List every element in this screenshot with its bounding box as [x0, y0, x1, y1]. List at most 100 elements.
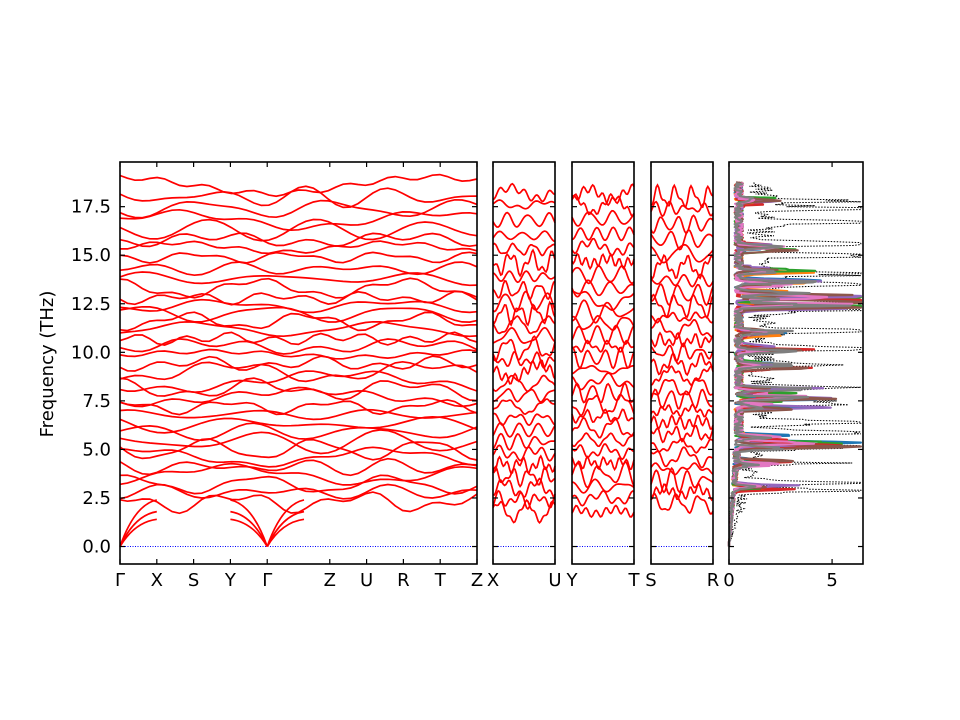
band-line: [119, 457, 478, 477]
x-tick-label: T: [628, 570, 641, 591]
band-line: [650, 331, 714, 349]
band-line: [492, 290, 556, 313]
band-line: [571, 443, 635, 461]
band-line: [571, 183, 635, 207]
band-line: [571, 192, 635, 217]
band-line: [650, 482, 714, 502]
band-line: [650, 183, 714, 209]
acoustic-branch: [266, 510, 305, 547]
y-tick-label: 12.5: [71, 294, 111, 315]
band-line: [119, 399, 478, 416]
panel-frame: [492, 161, 556, 565]
band-line: [650, 424, 714, 444]
band-line: [650, 273, 714, 288]
band-line: [650, 311, 714, 324]
band-line: [650, 253, 714, 281]
band-lines: [571, 183, 635, 519]
band-line: [492, 498, 556, 524]
band-line: [492, 374, 556, 393]
band-lines: [119, 173, 478, 547]
dos-x-tick-label: 5: [826, 570, 837, 591]
band-line: [571, 237, 635, 257]
band-line: [571, 504, 635, 519]
x-tick-label: Γ: [115, 570, 125, 591]
band-line: [650, 378, 714, 396]
x-tick-label: R: [707, 570, 720, 591]
band-line: [650, 388, 714, 410]
y-axis-label: Frequency (THz): [37, 291, 58, 438]
band-line: [650, 283, 714, 307]
x-tick-label: U: [360, 570, 373, 591]
y-tick-label: 17.5: [71, 197, 111, 218]
band-line: [492, 387, 555, 403]
dos-frame: [728, 161, 864, 565]
band-line: [571, 416, 635, 439]
band-line: [119, 338, 478, 355]
band-line: [492, 300, 556, 327]
band-line: [492, 350, 556, 369]
band-line: [492, 358, 556, 385]
band-line: [571, 314, 635, 331]
band-lines: [492, 182, 556, 524]
band-line: [492, 280, 556, 301]
band-line: [119, 370, 478, 394]
band-line: [119, 261, 478, 277]
band-line: [492, 454, 556, 475]
band-line: [119, 298, 478, 314]
band-line: [571, 290, 635, 311]
band-line: [119, 320, 478, 338]
band-line: [119, 377, 478, 402]
band-line: [119, 277, 478, 299]
x-tick-label: X: [487, 570, 499, 591]
x-tick-label: Z: [471, 570, 483, 591]
panel-frame: [119, 161, 478, 565]
band-line: [492, 477, 556, 500]
band-line: [120, 240, 478, 255]
band-line: [571, 478, 635, 494]
band-line: [571, 455, 635, 472]
band-line: [119, 415, 478, 434]
band-line: [119, 474, 478, 495]
y-tick-label: 2.5: [82, 488, 111, 509]
band-line: [119, 429, 478, 455]
band-line: [650, 365, 714, 387]
band-line: [571, 299, 635, 324]
x-tick-label: S: [645, 570, 656, 591]
band-line: [119, 311, 478, 332]
band-line: [571, 364, 634, 375]
band-lines: [650, 183, 714, 515]
x-tick-label: Y: [224, 570, 237, 591]
band-line: [571, 346, 635, 370]
acoustic-branch: [119, 510, 157, 547]
x-tick-label: X: [151, 570, 163, 591]
band-line: [119, 491, 478, 515]
y-tick-label: 0.0: [82, 537, 111, 558]
acoustic-branch: [266, 499, 305, 547]
band-line: [492, 335, 556, 363]
band-line: [119, 218, 478, 242]
band-line: [492, 242, 556, 257]
band-line: [650, 492, 714, 515]
band-line: [119, 185, 478, 209]
band-line: [119, 386, 478, 408]
panel-frame: [571, 161, 635, 565]
acoustic-branch: [230, 499, 269, 547]
y-tick-label: 7.5: [82, 391, 111, 412]
panel-frame: [650, 161, 714, 565]
band-line: [492, 248, 556, 278]
x-tick-label: S: [188, 570, 199, 591]
band-line: [650, 437, 714, 454]
band-line: [571, 226, 635, 242]
band-line: [650, 293, 714, 319]
band-line: [650, 462, 714, 476]
band-line: [119, 437, 478, 461]
band-line: [492, 489, 556, 511]
band-line: [571, 252, 635, 271]
band-line: [492, 432, 556, 451]
band-line: [571, 432, 635, 448]
